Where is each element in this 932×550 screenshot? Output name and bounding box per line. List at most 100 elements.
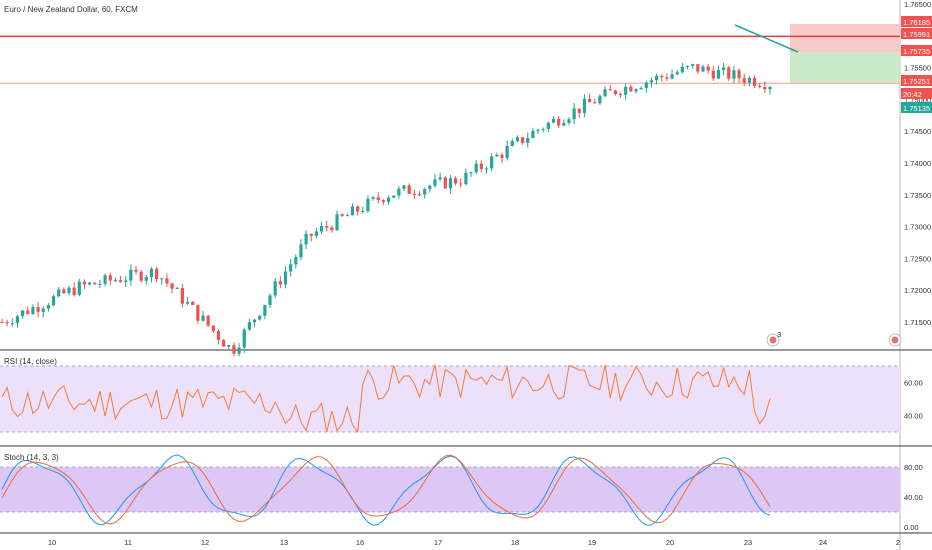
time-tick-label: 11 (124, 538, 132, 547)
candle-body (108, 275, 112, 281)
candle-body (541, 128, 545, 130)
candle-body (582, 98, 587, 113)
candle-body (428, 185, 432, 189)
candle-body (670, 74, 674, 79)
time-tick-label: 19 (588, 538, 596, 547)
candle-body (402, 185, 406, 189)
candle-body (51, 296, 56, 306)
candle-body (376, 197, 380, 201)
candle-body (691, 64, 695, 67)
candle-body (304, 233, 308, 245)
candle-body (665, 77, 669, 79)
stoch-tick-label: 80.00 (904, 463, 923, 472)
price-tick-label: 1.72000 (904, 286, 931, 295)
candle-body (149, 268, 154, 278)
time-tick-label: 13 (280, 538, 288, 547)
candle-body (350, 206, 355, 216)
candle-body (618, 93, 623, 95)
event-marker-icon[interactable]: 3 (766, 330, 781, 347)
candle-body (722, 67, 726, 70)
candle-body (118, 280, 123, 283)
candle-body (397, 188, 401, 196)
candle-body (46, 305, 50, 309)
candle-body (505, 145, 509, 158)
candle-body (31, 307, 35, 314)
candle-body (263, 304, 267, 316)
candle-body (706, 66, 710, 71)
candle-body (289, 264, 293, 272)
candle-body (196, 304, 200, 321)
candle-body (752, 77, 757, 86)
candle-body (26, 310, 30, 314)
candle-body (546, 122, 550, 129)
candle-body (242, 329, 246, 348)
candle-body (453, 178, 458, 184)
candle-body (237, 347, 241, 354)
price-tick-label: 1.75000 (904, 95, 931, 104)
candle-body (340, 214, 344, 216)
candle-body (696, 64, 700, 72)
candle-body (593, 102, 597, 104)
candle-body (423, 188, 427, 195)
candle-body (433, 179, 437, 186)
candle-body (417, 194, 422, 196)
candle-body (634, 89, 638, 92)
trend-line[interactable] (734, 24, 799, 53)
candle-body (459, 183, 463, 185)
candle-body (165, 278, 169, 284)
candle-body (448, 178, 453, 189)
candles-series (0, 62, 772, 357)
price-tick-label: 1.74500 (904, 127, 931, 136)
candle-body (268, 295, 272, 305)
candle-body (72, 287, 76, 296)
stoch-band (0, 467, 900, 512)
price-tag (901, 102, 932, 113)
candle-body (160, 278, 164, 280)
candle-body (732, 70, 736, 79)
candle-body (747, 77, 751, 83)
candle-body (294, 257, 298, 265)
candle-body (57, 289, 61, 297)
candle-body (644, 82, 648, 89)
candle-body (113, 280, 117, 282)
candle-body (438, 177, 442, 180)
price-tick-label: 1.72500 (904, 254, 931, 263)
candle-body (386, 197, 391, 202)
candle-body (98, 283, 102, 285)
candle-body (206, 315, 210, 326)
rsi-tick-label: 60.00 (904, 379, 923, 388)
candle-body (185, 301, 190, 304)
take-profit-zone[interactable] (790, 52, 900, 84)
candle-body (727, 67, 731, 79)
candle-body (356, 206, 360, 212)
candle-body (299, 244, 303, 258)
candle-body (603, 89, 607, 97)
stop-loss-zone[interactable] (790, 24, 900, 53)
candle-body (155, 268, 159, 280)
candle-body (763, 87, 767, 90)
price-tick-label: 1.73500 (904, 191, 931, 200)
price-tag (901, 75, 932, 86)
price-tag-label: 1.75735 (903, 47, 930, 56)
price-tick-label: 1.75500 (904, 64, 931, 73)
stoch-tick-label: 40.00 (904, 493, 923, 502)
candle-body (536, 129, 540, 131)
candle-body (613, 90, 617, 94)
candle-body (0, 322, 4, 323)
event-marker-icon[interactable] (888, 333, 902, 347)
candle-body (319, 225, 324, 232)
candle-body (216, 331, 221, 340)
candle-body (469, 172, 473, 174)
candle-body (232, 345, 236, 354)
stoch-axis: 80.00 40.00 0.00 (904, 463, 923, 532)
candle-body (15, 316, 20, 324)
candle-body (490, 156, 494, 169)
candle-body (134, 269, 138, 272)
candle-body (479, 163, 483, 169)
time-axis[interactable]: 10 11 12 13 16 17 18 19 20 23 24 2 (48, 538, 900, 547)
rsi-tick-label: 40.00 (904, 412, 923, 421)
price-tags: 1.76185 1.75991 1.75735 1.75251 20:42 1.75135 (901, 16, 932, 113)
price-tag (901, 28, 932, 39)
candle-body (577, 108, 581, 113)
